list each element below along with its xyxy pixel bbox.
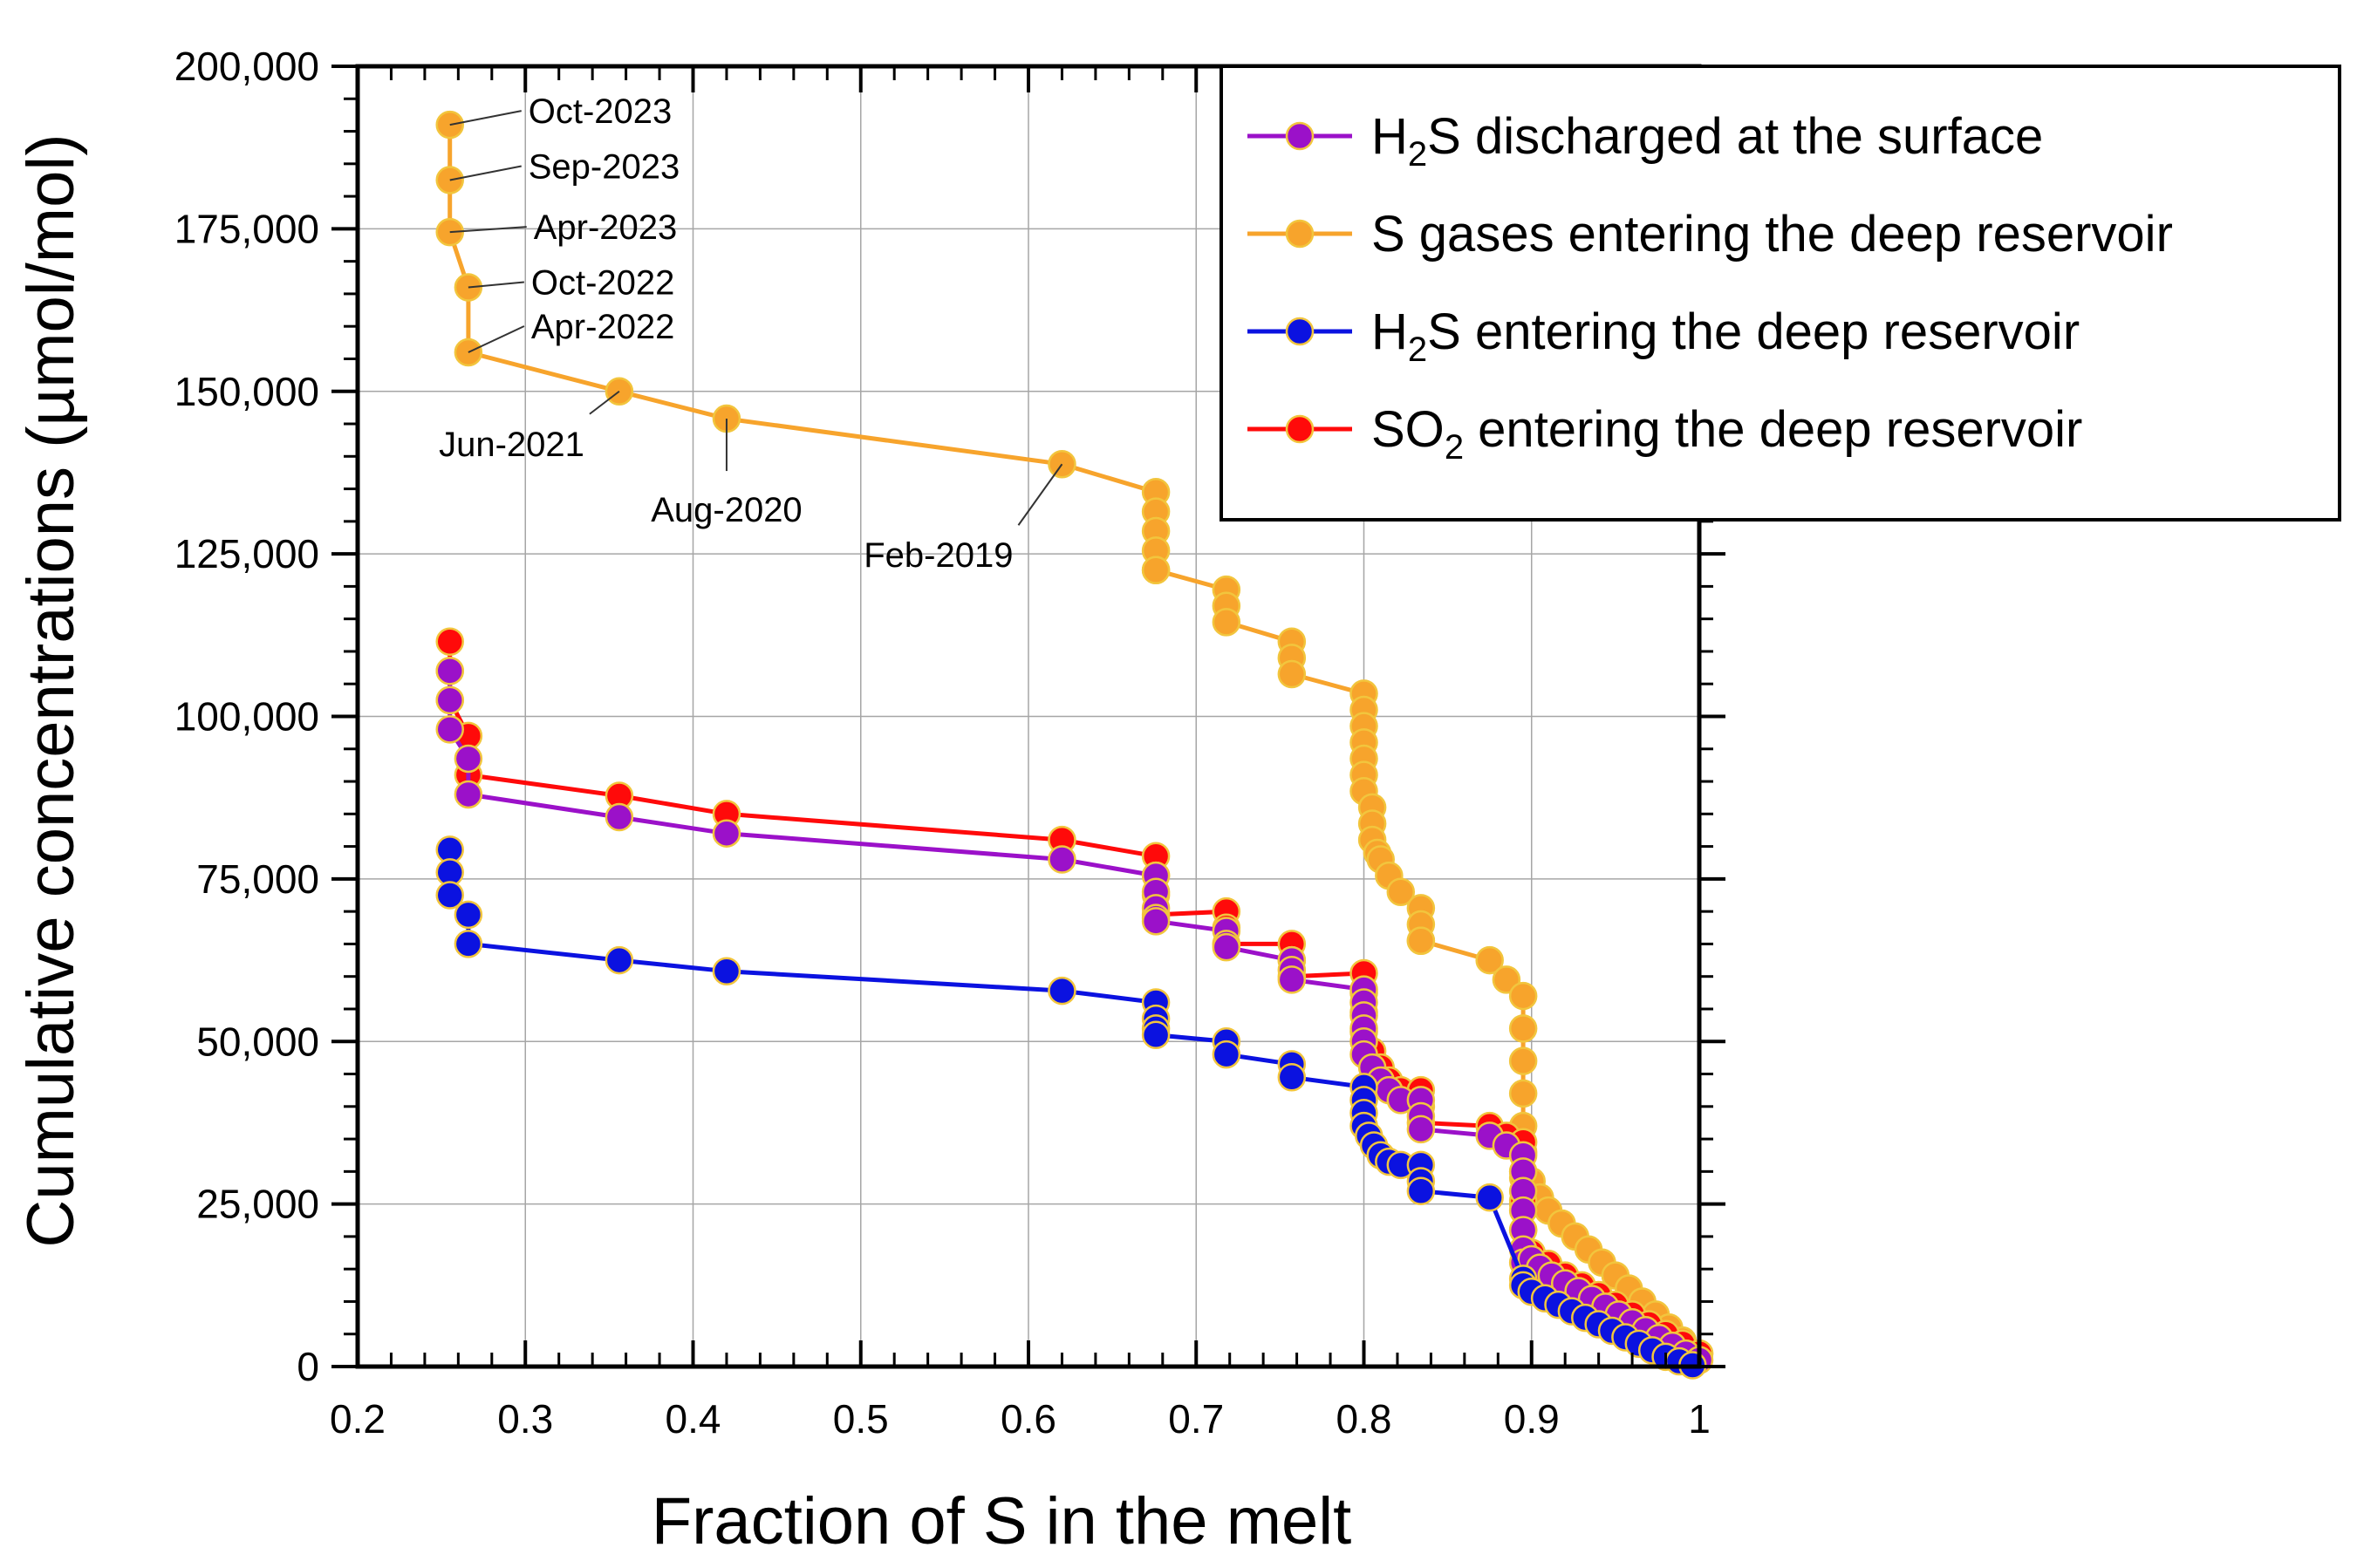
- data-point: [454, 780, 483, 809]
- annotation-label: Apr-2022: [531, 308, 675, 346]
- x-tick-label: 0.4: [666, 1396, 721, 1442]
- axes: 0.2 0.3 0.4 0.5 0.6 0.7 0.8 0.9 1 0 25,000 50,000 75…: [174, 44, 1725, 1442]
- legend-label: H2S discharged at the surface: [1371, 108, 2043, 174]
- x-tick-label: 0.7: [1168, 1396, 1224, 1442]
- annotation-label: Feb-2019: [864, 536, 1013, 575]
- data-point: [605, 802, 634, 832]
- data-point: [1212, 932, 1241, 962]
- y-tick-label: 150,000: [174, 369, 319, 414]
- data-point: [1277, 1063, 1307, 1092]
- y-tick-label: 175,000: [174, 206, 319, 251]
- data-point: [1277, 659, 1307, 689]
- legend-label: S gases entering the deep reservoir: [1371, 206, 2173, 262]
- data-point: [1508, 1079, 1538, 1108]
- x-axis-label: Fraction of S in the melt: [652, 1484, 1352, 1558]
- annotation-leader: [468, 325, 525, 353]
- data-point: [605, 945, 634, 975]
- annotation-leader: [468, 281, 524, 289]
- data-point: [1508, 1046, 1538, 1075]
- annotation-leader: [449, 165, 522, 181]
- y-tick-label: 50,000: [196, 1019, 319, 1064]
- annotation-leader: [449, 226, 527, 234]
- legend: H2S discharged at the surface S gases ent…: [1219, 65, 2341, 522]
- data-point: [1406, 1115, 1436, 1144]
- data-point: [1048, 845, 1076, 874]
- data-point: [1406, 926, 1436, 955]
- data-point: [1475, 1183, 1504, 1212]
- legend-label: SO2 entering the deep reservoir: [1371, 401, 2082, 467]
- x-tick-label: 0.5: [833, 1396, 889, 1442]
- x-tick-label: 0.8: [1336, 1396, 1392, 1442]
- x-tick-label: 0.9: [1504, 1396, 1560, 1442]
- y-axis-label: Cumulative concentrations (µmol/mol): [14, 133, 88, 1247]
- data-point: [1475, 945, 1504, 975]
- data-point: [1212, 1040, 1241, 1069]
- y-tick-label: 125,000: [174, 531, 319, 576]
- y-tick-label: 100,000: [174, 694, 319, 740]
- x-tick-label: 0.2: [330, 1396, 386, 1442]
- data-point: [1386, 877, 1416, 907]
- data-point: [1508, 1014, 1538, 1043]
- data-point: [454, 744, 483, 774]
- data-point: [1141, 907, 1171, 936]
- data-point: [435, 881, 464, 910]
- data-point: [454, 930, 483, 958]
- data-point: [1277, 965, 1307, 994]
- y-tick-label: 25,000: [196, 1182, 319, 1227]
- data-point: [1141, 1020, 1171, 1050]
- y-tick-label: 0: [297, 1344, 319, 1389]
- data-point: [454, 900, 483, 930]
- y-tick-label: 200,000: [174, 44, 319, 89]
- data-point: [435, 715, 464, 744]
- annotation-leader: [449, 110, 522, 126]
- y-tick-label: 75,000: [196, 856, 319, 902]
- annotation-label: Oct-2022: [531, 263, 675, 302]
- annotation-leader: [589, 390, 620, 415]
- grid: [358, 66, 1699, 1367]
- legend-label: H2S entering the deep reservoir: [1371, 303, 2080, 369]
- annotation-label: Oct-2023: [529, 92, 673, 131]
- annotation-label: Apr-2023: [534, 208, 678, 247]
- annotation-leader: [1017, 463, 1063, 526]
- legend-box: [1219, 65, 2341, 522]
- legend-swatch-marker: [1285, 219, 1315, 249]
- data-point: [1048, 976, 1076, 1006]
- legend-swatch-marker: [1285, 317, 1315, 346]
- data-point: [712, 957, 741, 985]
- annotation-label: Sep-2023: [529, 147, 680, 186]
- data-point: [712, 819, 741, 848]
- data-point: [435, 657, 464, 685]
- legend-swatch-marker: [1285, 121, 1315, 151]
- x-tick-label: 1: [1688, 1396, 1711, 1442]
- data-point: [1212, 608, 1241, 637]
- data-point: [1508, 981, 1538, 1011]
- legend-swatch-marker: [1285, 414, 1315, 444]
- annotation-label: Aug-2020: [651, 491, 802, 529]
- data-point: [1141, 556, 1171, 585]
- annotation-label: Jun-2021: [439, 426, 584, 464]
- data-point: [1406, 1176, 1436, 1205]
- data-point: [435, 685, 464, 715]
- x-tick-label: 0.3: [497, 1396, 553, 1442]
- annotations: Oct-2023 Sep-2023 Apr-2023 Oct-2022 Apr-2022…: [439, 92, 1063, 575]
- x-tick-label: 0.6: [1001, 1396, 1056, 1442]
- data-series: [435, 110, 1714, 1380]
- data-point: [435, 627, 464, 657]
